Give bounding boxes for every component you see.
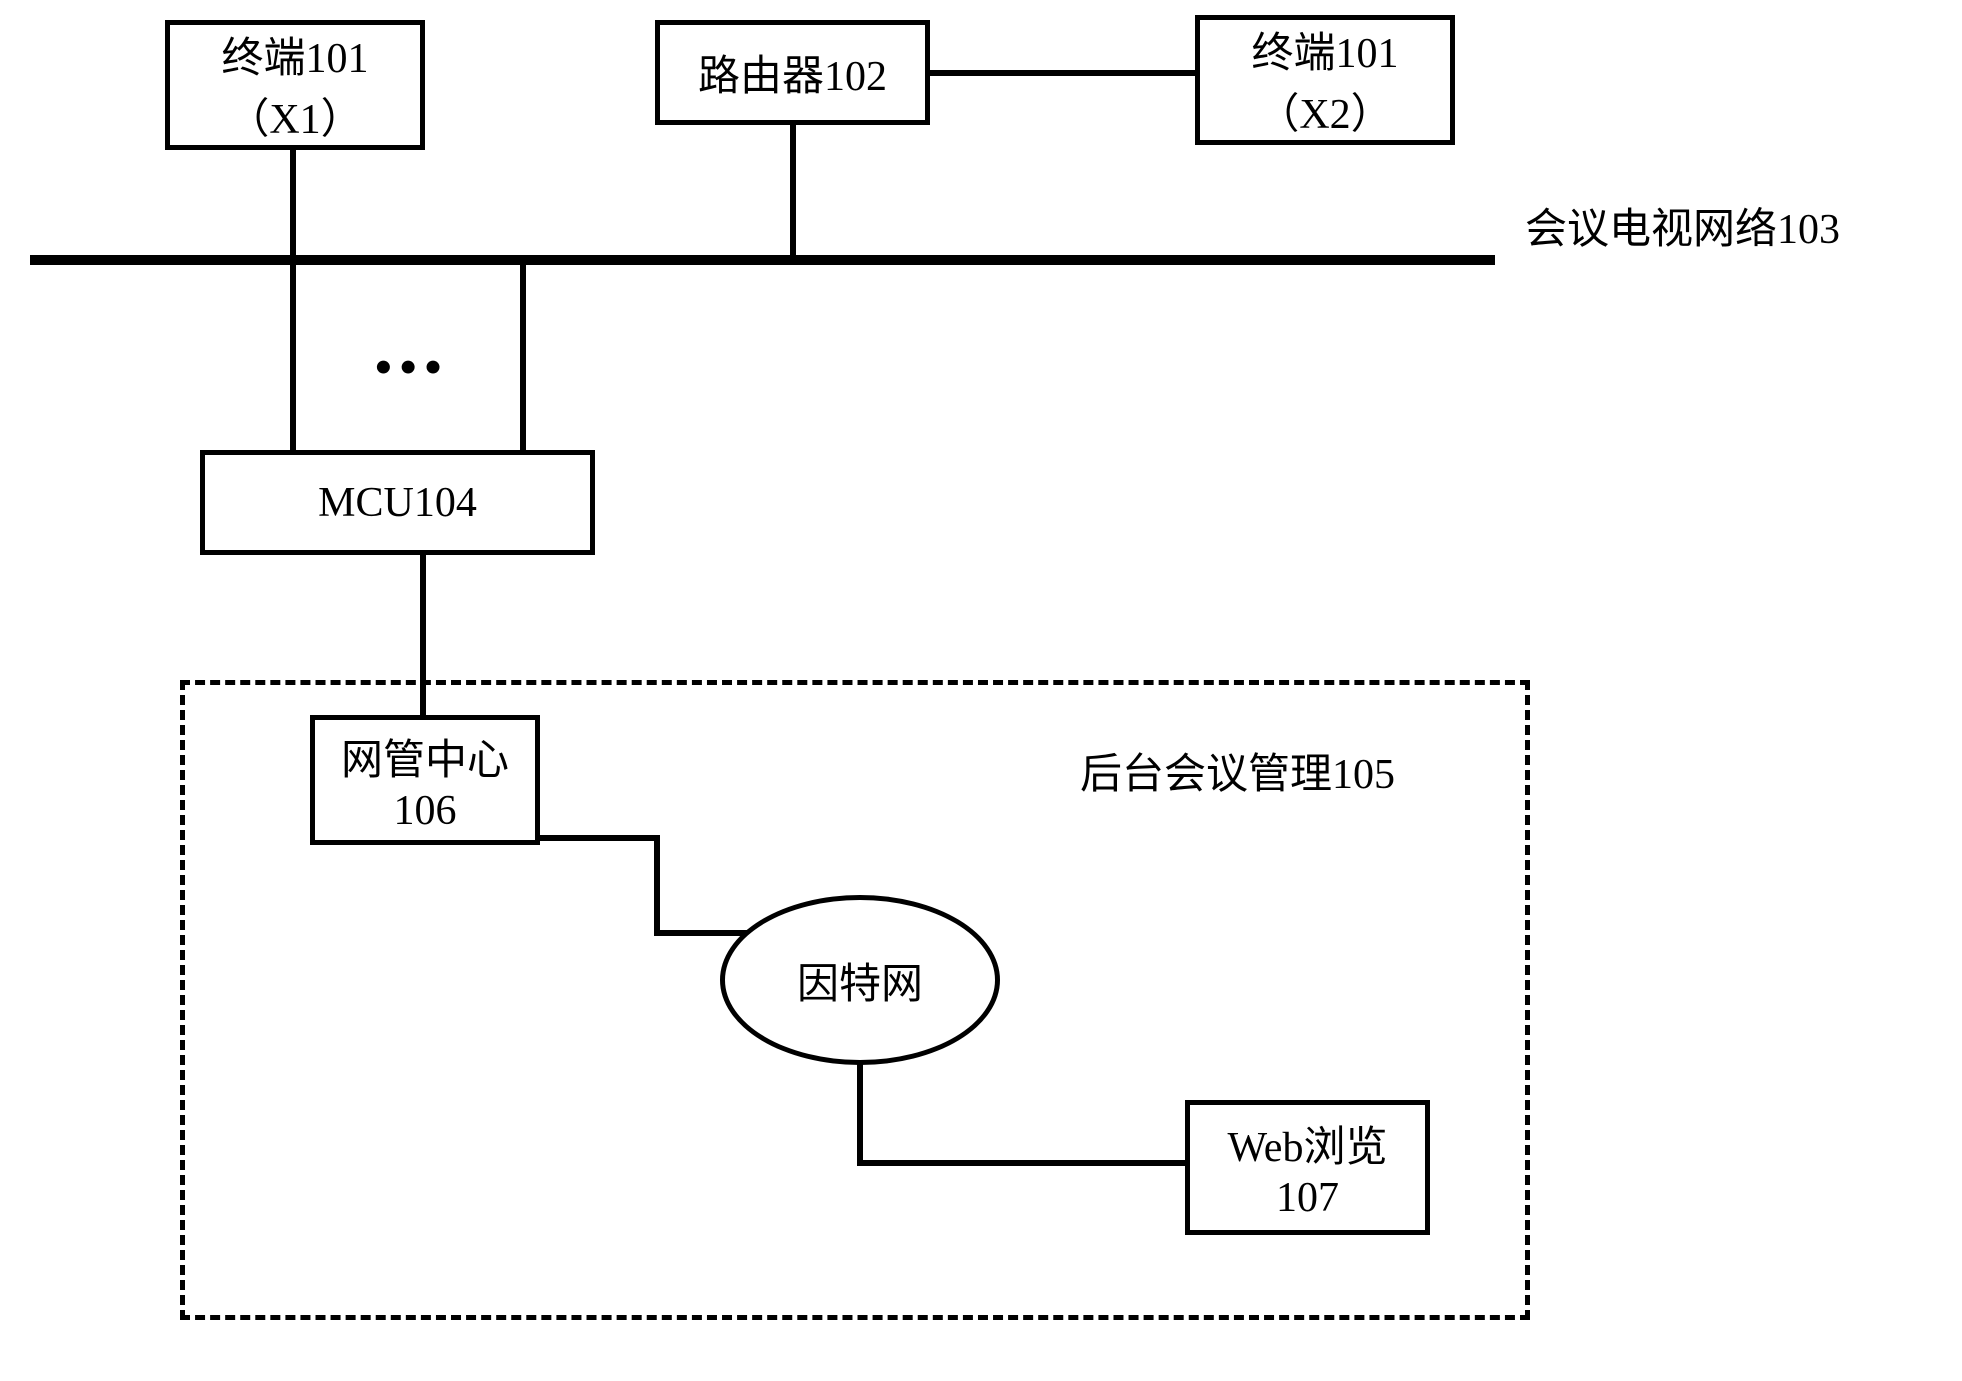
node-nms-line2: 106 <box>394 787 457 835</box>
node-internet: 因特网 <box>720 895 1000 1065</box>
edge-nms-internet-v <box>654 835 660 936</box>
node-web-browse: Web浏览 107 <box>1185 1100 1430 1235</box>
node-terminal-x1-line2: （X1） <box>227 85 362 146</box>
node-terminal-x1: 终端101 （X1） <box>165 20 425 150</box>
node-nms-line1: 网管中心 <box>341 726 509 787</box>
node-nms-center: 网管中心 106 <box>310 715 540 845</box>
node-terminal-x2: 终端101 （X2） <box>1195 15 1455 145</box>
node-internet-text: 因特网 <box>797 950 923 1011</box>
ellipsis-label: ••• <box>375 340 449 395</box>
edge-terminalx1-bus <box>290 150 296 255</box>
edge-bus-mcu-left <box>290 265 296 450</box>
node-web-line1: Web浏览 <box>1228 1113 1388 1174</box>
edge-bus-mcu-right <box>520 265 526 450</box>
node-terminal-x2-line2: （X2） <box>1257 80 1392 141</box>
diagram-canvas: 会议电视网络103 终端101 （X1） 路由器102 终端101 （X2） •… <box>0 0 1962 1381</box>
network-bus-label: 会议电视网络103 <box>1525 195 1840 256</box>
edge-internet-web-v <box>857 1060 863 1166</box>
node-router: 路由器102 <box>655 20 930 125</box>
node-terminal-x2-line1: 终端101 <box>1251 19 1398 80</box>
edge-internet-web-h <box>857 1160 1185 1166</box>
edge-router-bus <box>790 125 796 255</box>
node-terminal-x1-line1: 终端101 <box>221 24 368 85</box>
backend-mgmt-label: 后台会议管理105 <box>1080 740 1395 801</box>
edge-nms-internet-h1 <box>540 835 660 841</box>
edge-router-terminalx2 <box>930 70 1195 76</box>
network-bus-line <box>30 255 1495 265</box>
node-web-line2: 107 <box>1276 1174 1339 1222</box>
node-mcu: MCU104 <box>200 450 595 555</box>
node-mcu-text: MCU104 <box>318 479 477 527</box>
node-router-text: 路由器102 <box>698 42 887 103</box>
